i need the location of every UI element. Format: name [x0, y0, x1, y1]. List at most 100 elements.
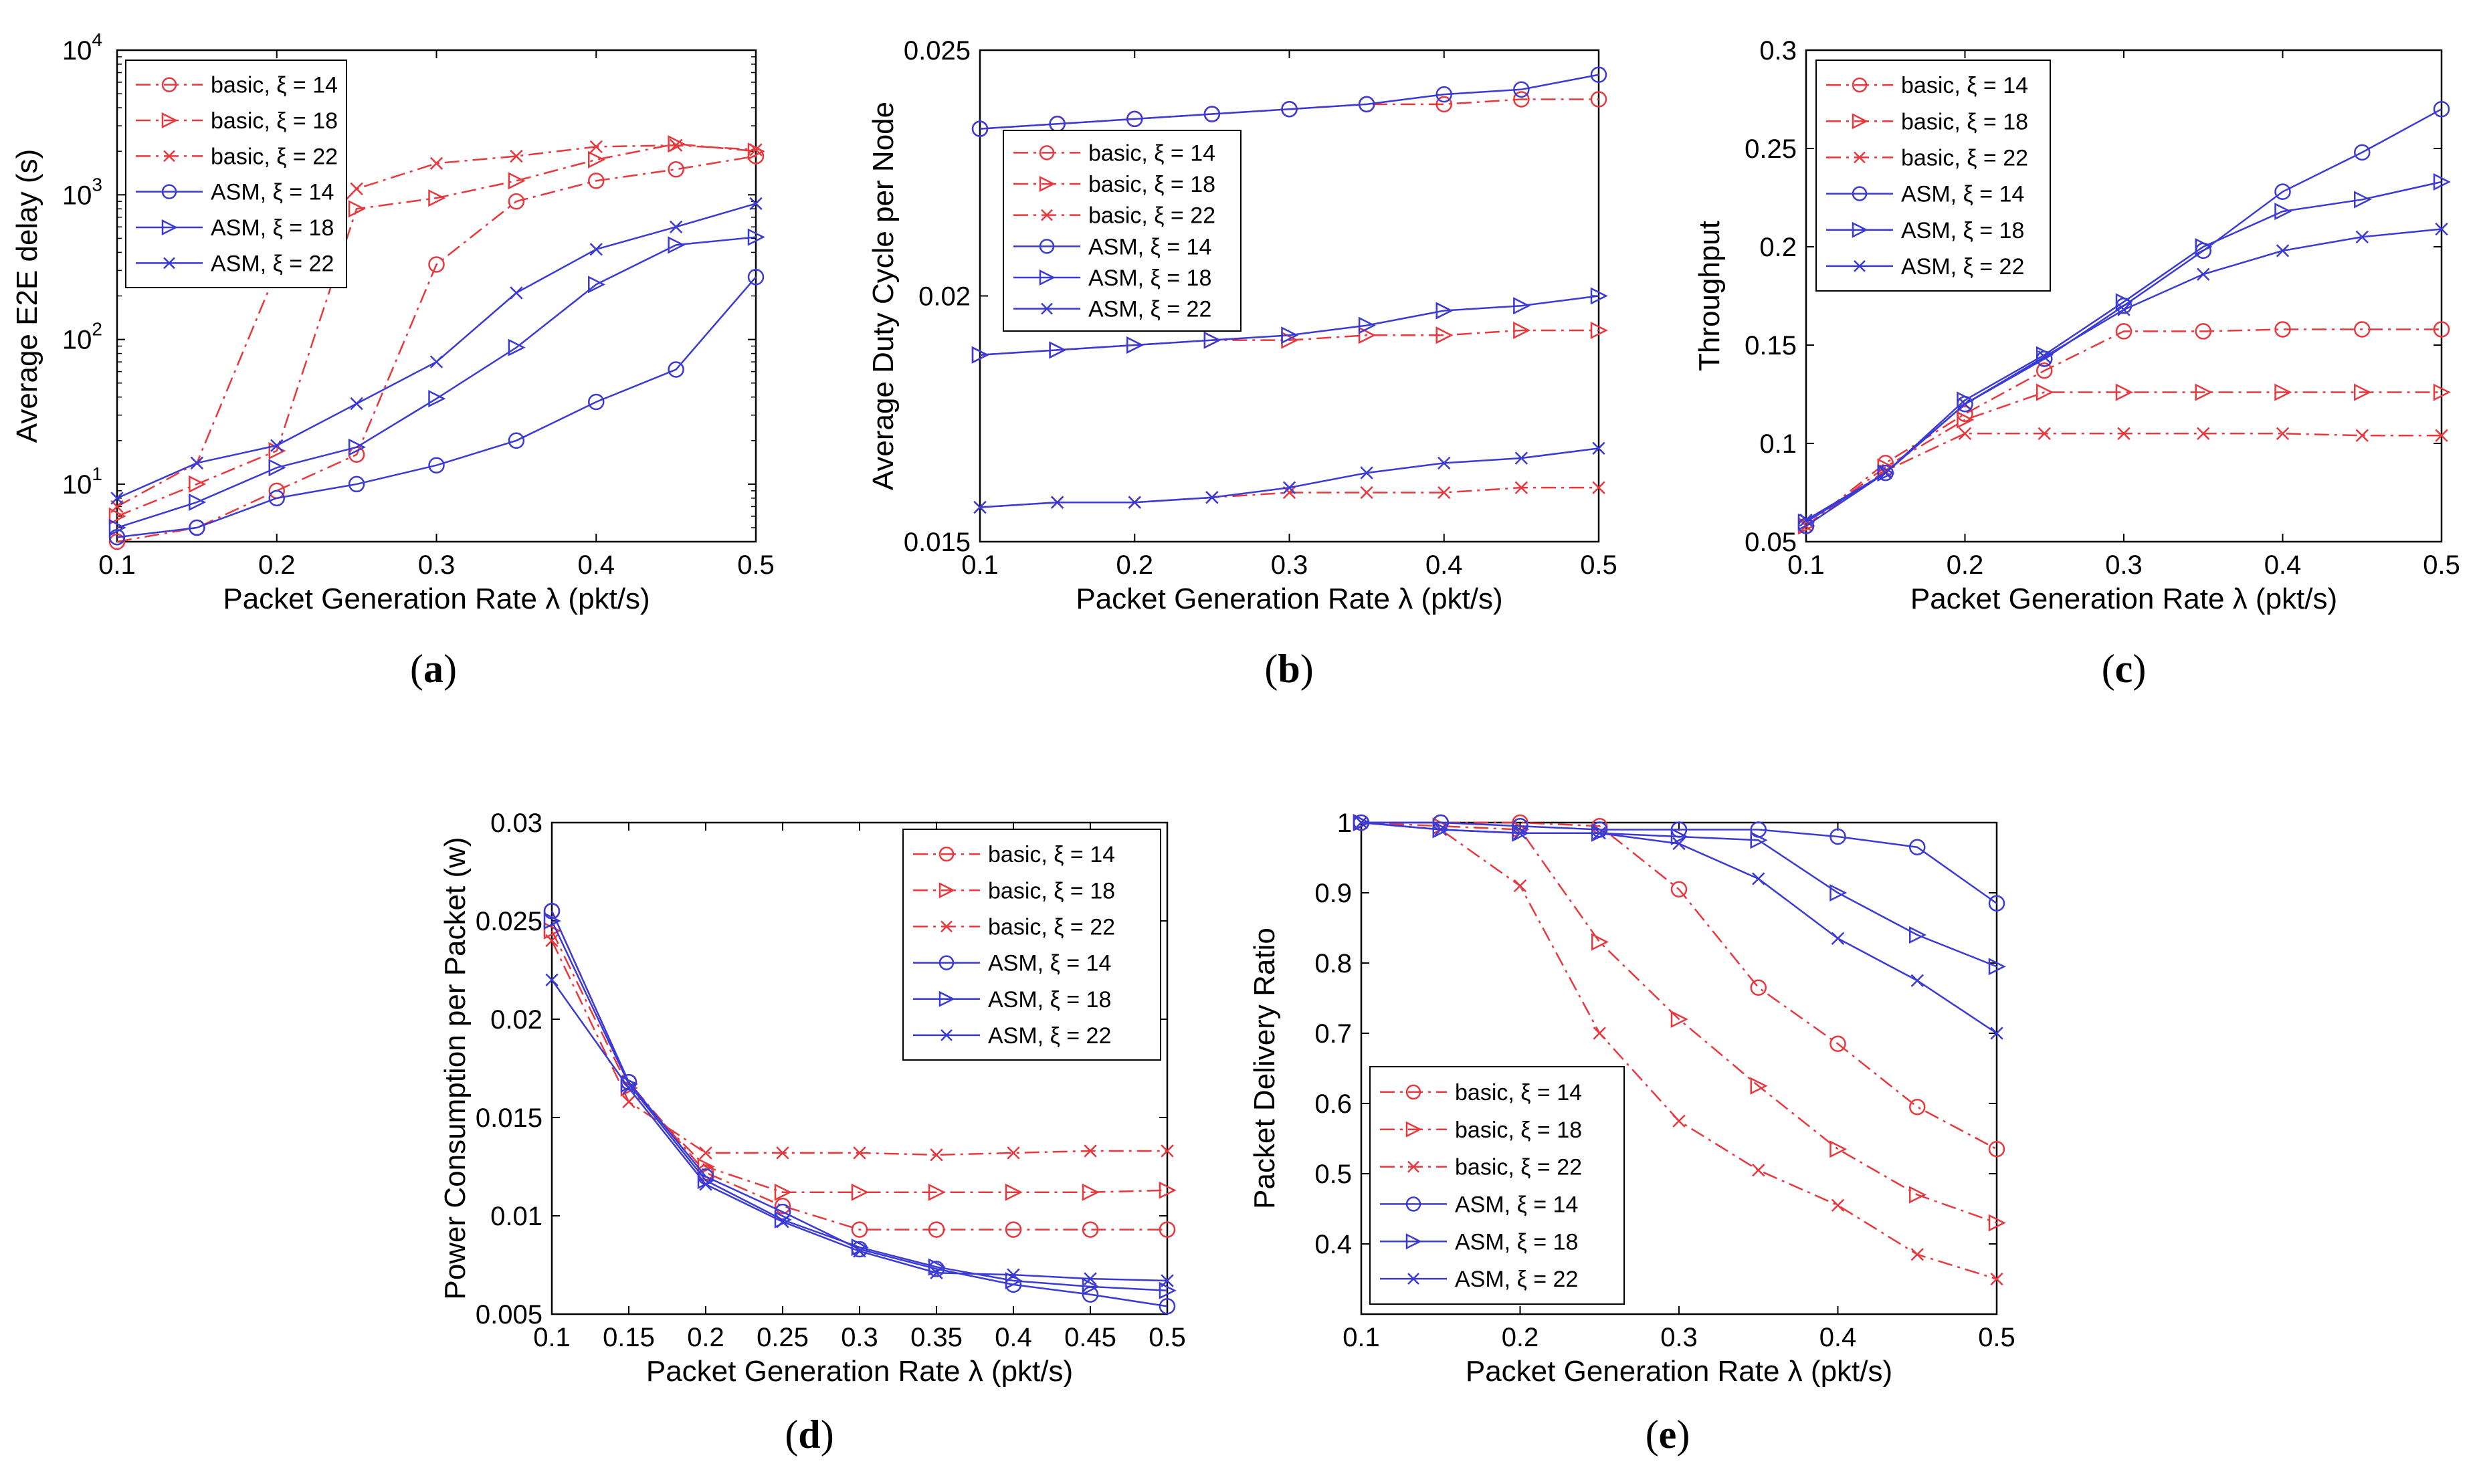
data-point: [110, 492, 124, 505]
data-point: [1590, 66, 1607, 83]
legend-label: ASM, ξ = 18: [1455, 1229, 1578, 1255]
data-point: [1159, 1297, 1176, 1315]
data-point: [545, 973, 559, 986]
data-point: [1958, 427, 1972, 440]
series-4: [543, 912, 1177, 1299]
data-point: [1126, 110, 1143, 128]
data-point: [1434, 823, 1448, 837]
series-line: [1805, 181, 2442, 523]
data-point: [1988, 958, 2006, 976]
data-point: [348, 438, 366, 456]
data-point: [1910, 974, 1924, 987]
data-point: [1957, 411, 1975, 429]
y-tick-label: 0.015: [904, 528, 971, 557]
data-point: [928, 1183, 946, 1201]
x-tick-label: 0.2: [1947, 550, 1984, 580]
y-axis-label: Throughput: [1693, 221, 1726, 371]
data-point: [190, 456, 204, 469]
data-point: [108, 528, 126, 546]
y-tick-label: 104: [62, 29, 102, 66]
y-tick-label: 0.7: [1314, 1019, 1352, 1049]
series-4: [971, 287, 1608, 364]
data-point: [1831, 1198, 1845, 1212]
series-1: [543, 922, 1177, 1201]
series-line: [551, 910, 1168, 1307]
data-point: [2274, 183, 2291, 200]
data-point: [1049, 341, 1067, 359]
data-point: [1513, 321, 1531, 339]
data-point: [189, 493, 207, 511]
data-point: [1829, 1035, 1846, 1052]
legend-label: ASM, ξ = 22: [211, 251, 334, 276]
data-point: [2117, 303, 2131, 316]
legend-marker: [1041, 302, 1053, 315]
data-point: [1281, 326, 1299, 344]
data-point: [510, 149, 523, 163]
legend-marker: [938, 882, 955, 899]
series-line: [979, 98, 1599, 130]
data-point: [1435, 302, 1454, 320]
legend-marker: [1852, 77, 1868, 93]
series-4: [108, 228, 765, 537]
data-point: [1513, 827, 1527, 840]
legend-label: basic, ξ = 14: [1901, 73, 2028, 98]
chart-panel-e: 0.1 0.2 0.3 0.4 0.5 0.4 0.5 0.6 0.7 0.8 0.9 1 Packet…: [1248, 809, 2015, 1457]
data-point: [589, 243, 603, 256]
data-point: [348, 475, 365, 493]
x-axis-label: Packet Generation Rate λ (pkt/s): [1466, 1355, 1892, 1388]
series-3: [971, 66, 1607, 137]
legend-marker: [1405, 1084, 1421, 1100]
panel-caption: (c): [2102, 647, 2147, 691]
y-tick-label: 102: [62, 319, 102, 355]
x-tick-label: 0.2: [258, 550, 296, 580]
data-point: [668, 135, 686, 153]
data-point: [1591, 933, 1609, 951]
data-point: [851, 1183, 869, 1201]
data-point: [2038, 427, 2051, 440]
data-point: [851, 1221, 868, 1238]
data-point: [1161, 1274, 1174, 1287]
data-point: [108, 507, 126, 525]
legend-marker: [163, 257, 175, 270]
legend-label: ASM, ξ = 22: [1088, 297, 1211, 322]
legend-marker: [1407, 1160, 1419, 1173]
x-tick-label: 0.3: [418, 550, 456, 580]
series-line: [1361, 821, 1997, 1150]
legend-marker: [161, 219, 178, 236]
data-point: [776, 1215, 789, 1229]
data-point: [1203, 106, 1221, 122]
series-line: [1805, 328, 2442, 527]
panel-caption: (b): [1264, 647, 1313, 691]
legend-label: basic, ξ = 22: [1455, 1155, 1582, 1180]
data-point: [589, 140, 603, 154]
data-point: [1752, 1164, 1765, 1177]
legend-label: basic, ξ = 18: [988, 878, 1115, 904]
legend-label: ASM, ξ = 18: [988, 987, 1111, 1013]
x-tick-label: 0.5: [1149, 1323, 1186, 1352]
x-tick-label: 0.4: [577, 550, 615, 580]
y-tick-label: 103: [62, 174, 102, 210]
x-axis-label: Packet Generation Rate λ (pkt/s): [1910, 582, 2337, 615]
data-point: [1159, 1221, 1176, 1238]
data-point: [508, 172, 526, 190]
data-point: [1084, 1272, 1097, 1285]
data-point: [348, 200, 366, 218]
data-point: [2195, 323, 2211, 340]
data-point: [2195, 383, 2213, 401]
legend-marker: [938, 990, 955, 1007]
data-point: [2115, 293, 2133, 311]
legend-box: [902, 829, 1161, 1061]
legend-marker: [1041, 209, 1053, 221]
x-tick-label: 0.1: [961, 550, 999, 580]
legend-label: ASM, ξ = 14: [1455, 1192, 1578, 1217]
y-tick-label: 0.4: [1314, 1230, 1352, 1259]
data-point: [971, 120, 989, 137]
data-point: [1590, 321, 1608, 339]
y-axis-label: Average Duty Cycle per Node: [867, 102, 900, 490]
data-point: [853, 1245, 866, 1258]
data-point: [2354, 191, 2372, 209]
data-point: [1282, 481, 1296, 494]
data-point: [1435, 326, 1454, 344]
legend-marker: [1405, 1121, 1422, 1138]
